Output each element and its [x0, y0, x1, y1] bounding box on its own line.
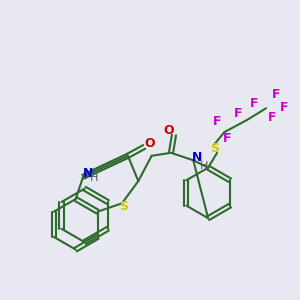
Text: H: H [90, 173, 99, 183]
Text: F: F [234, 107, 243, 120]
Text: F: F [213, 115, 222, 128]
Text: N: N [192, 152, 202, 164]
Text: S: S [210, 142, 219, 155]
Text: F: F [280, 101, 288, 114]
Text: F: F [272, 88, 280, 101]
Text: F: F [223, 132, 232, 146]
Text: H: H [200, 161, 208, 171]
Text: F: F [250, 97, 258, 110]
Text: N: N [83, 167, 94, 180]
Text: O: O [163, 124, 174, 137]
Text: F: F [268, 111, 276, 124]
Text: S: S [119, 200, 128, 213]
Text: O: O [144, 137, 155, 150]
